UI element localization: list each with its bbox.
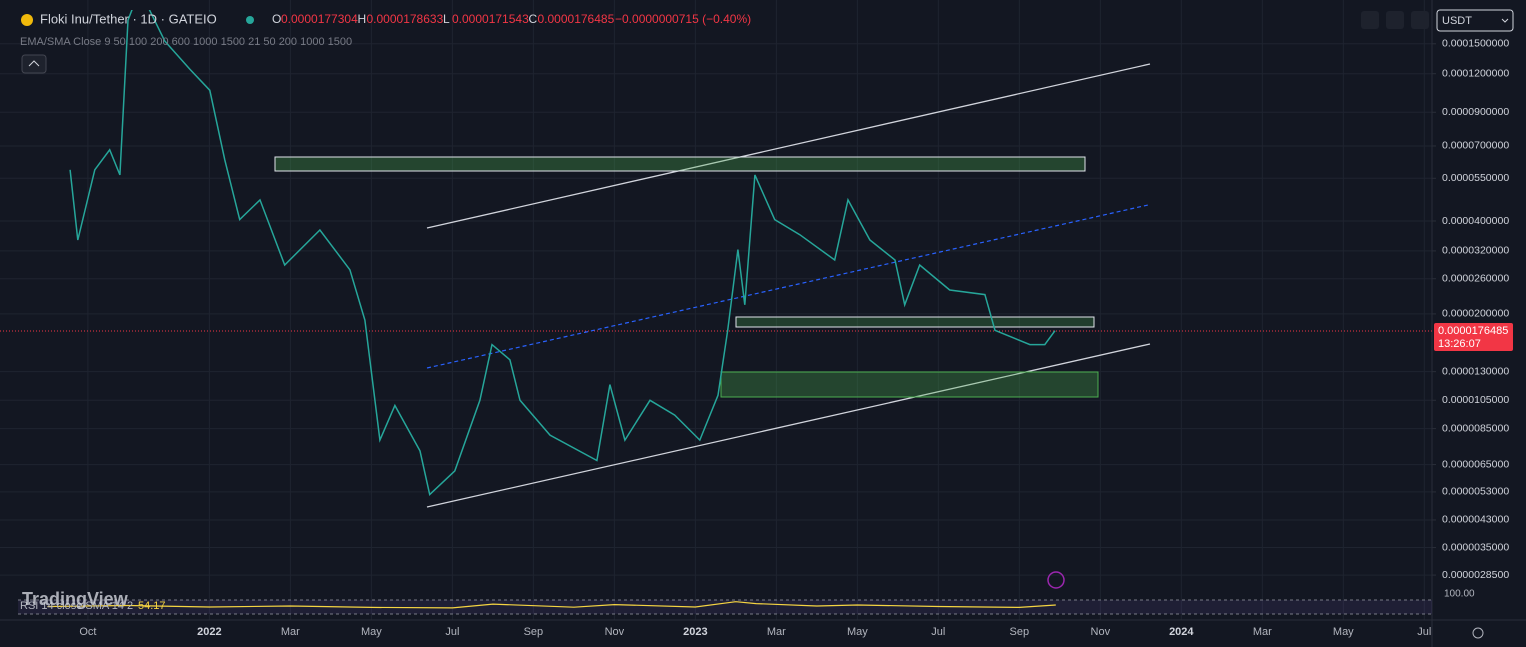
rsi-value: 54.17 — [138, 600, 166, 612]
change: −0.0000000715 (−0.40%) — [615, 12, 751, 26]
currency-select[interactable] — [1436, 9, 1514, 32]
y-tick-label: 0.0000260000 — [1442, 273, 1509, 285]
y-tick-label: 0.0000400000 — [1442, 215, 1509, 227]
collapse-button[interactable] — [21, 54, 47, 74]
y-tick-label: 0.0000053000 — [1442, 486, 1509, 498]
y-tick-label: 0.0000320000 — [1442, 245, 1509, 257]
indicators: EMA/SMA Close 9 50 100 200 600 1000 1500… — [20, 36, 352, 48]
x-tick-label: Nov — [605, 626, 625, 638]
rsi — [47, 601, 1056, 609]
x-tick-label: Oct — [79, 626, 96, 638]
symbol-title: Floki Inu/Tether · 1D · GATEIO — [40, 11, 217, 26]
rsi-top-label: 100.00 — [1444, 589, 1475, 600]
ohlc-key: L — [443, 12, 450, 26]
trend-line — [426, 343, 1151, 508]
zone — [274, 156, 1086, 172]
countdown: 13:26:07 — [1438, 338, 1481, 350]
settings-icon[interactable] — [1472, 627, 1484, 639]
x-tick-label: 2023 — [683, 626, 707, 638]
y-tick-label: 0.0000900000 — [1442, 106, 1509, 118]
y-tick-label: 0.0000200000 — [1442, 308, 1509, 320]
rsi-band — [18, 600, 1432, 614]
x-tick-label: May — [847, 626, 868, 638]
y-tick-label: 0.0000028500 — [1442, 569, 1509, 581]
chevron — [28, 60, 40, 67]
x-tick-label: May — [1333, 626, 1354, 638]
x-tick-label: Jul — [1417, 626, 1431, 638]
tool-button[interactable] — [1411, 11, 1429, 29]
alert-icon[interactable] — [1047, 571, 1065, 589]
currency: USDT — [1442, 15, 1472, 27]
ohlc-key: O — [272, 12, 281, 26]
x-tick-label: Jul — [445, 626, 459, 638]
zone — [720, 371, 1099, 398]
last-price: 0.0000176485 — [1438, 325, 1508, 337]
tool-button[interactable] — [1386, 11, 1404, 29]
y-tick-label: 0.0000550000 — [1442, 172, 1509, 184]
y-tick-label: 0.0000105000 — [1442, 394, 1509, 406]
tool-button[interactable] — [1361, 11, 1379, 29]
x-tick-label: Sep — [1010, 626, 1030, 638]
x-tick-label: Mar — [1253, 626, 1272, 638]
ohlc-value: 0.0000178633 — [367, 12, 444, 26]
y-tick-label: 0.0000065000 — [1442, 458, 1509, 470]
y-tick-label: 0.0000043000 — [1442, 514, 1509, 526]
drawings — [274, 63, 1151, 508]
rsi-label: RSI 14 close SMA 14 2 — [20, 600, 133, 612]
ohlc-key: H — [358, 12, 367, 26]
status-dot — [246, 16, 254, 24]
ohlc: O 0.0000177304 H 0.0000178633 L 0.0000171543 C… — [272, 12, 615, 26]
chevron — [1501, 18, 1509, 23]
x-tick-label: Mar — [281, 626, 300, 638]
series — [69, 10, 1056, 496]
rsi-line — [47, 601, 1056, 609]
x-tick-label: Jul — [931, 626, 945, 638]
logo — [21, 14, 33, 26]
y-tick-label: 0.0000035000 — [1442, 541, 1509, 553]
zone — [735, 316, 1095, 328]
x-tick-label: May — [361, 626, 382, 638]
price-line — [69, 10, 1056, 496]
y-tick-label: 0.0000130000 — [1442, 365, 1509, 377]
y-tick-label: 0.0001200000 — [1442, 67, 1509, 79]
x-tick-label: Nov — [1091, 626, 1111, 638]
ohlc-key: C — [529, 12, 538, 26]
trend-line — [426, 63, 1151, 229]
y-tick-label: 0.0000085000 — [1442, 422, 1509, 434]
x-tick-label: 2022 — [197, 626, 221, 638]
x-tick-label: 2024 — [1169, 626, 1194, 638]
x-tick-label: Sep — [524, 626, 544, 638]
ohlc-value: 0.0000171543 — [452, 12, 529, 26]
ohlc-value: 0.0000177304 — [281, 12, 358, 26]
x-tick-label: Mar — [767, 626, 786, 638]
watermark: TradingView — [22, 589, 129, 609]
ohlc-value: 0.0000176485 — [538, 12, 615, 26]
price-tag — [1434, 323, 1513, 351]
y-tick-label: 0.0000700000 — [1442, 140, 1509, 152]
y-tick-label: 0.0001500000 — [1442, 38, 1509, 50]
